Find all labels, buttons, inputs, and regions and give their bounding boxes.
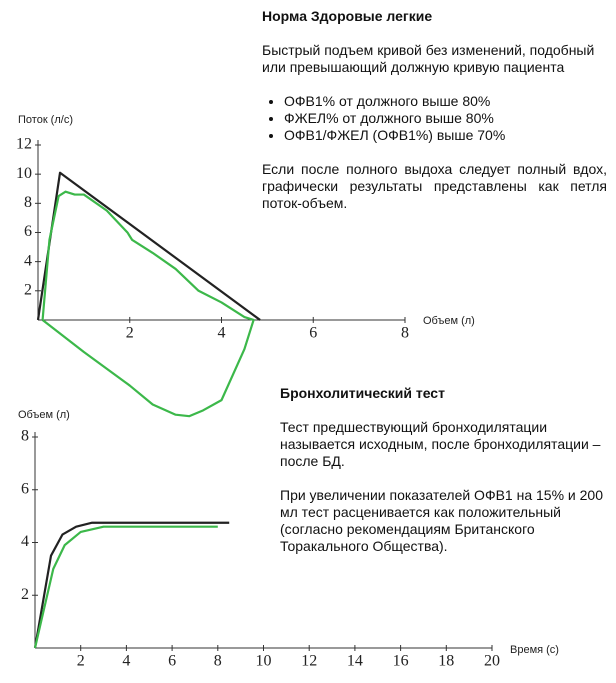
- heading: Бронхолитический тест: [280, 385, 445, 401]
- paragraph: Быстрый подъем кривой без изменений, под…: [262, 42, 595, 75]
- x-tick-label: 12: [301, 653, 317, 670]
- x-tick-label: 14: [347, 653, 363, 670]
- x-tick-label: 4: [122, 653, 130, 670]
- x-tick-label: 2: [126, 325, 134, 342]
- x-tick-label: 8: [214, 653, 222, 670]
- y-tick-label: 2: [24, 281, 32, 298]
- x-tick-label: 6: [168, 653, 176, 670]
- bullet: ОФВ1% от должного выше 80%: [284, 93, 607, 110]
- text-block: Бронхолитический тест Тест предшествующи…: [280, 385, 606, 572]
- paragraph: Тест предшествующий бронходилятации назы…: [280, 419, 601, 469]
- x-tick-label: 16: [393, 653, 409, 670]
- y-tick-label: 6: [21, 480, 29, 497]
- y-axis-label: Объем (л): [18, 409, 70, 421]
- text-block: Норма Здоровые легкие Быстрый подъем кри…: [262, 8, 607, 229]
- y-tick-label: 2: [21, 586, 29, 603]
- x-tick-label: 10: [256, 653, 272, 670]
- data-line: [33, 525, 218, 649]
- x-axis-label: Время (с): [510, 644, 559, 656]
- x-tick-label: 4: [218, 325, 226, 342]
- bullet-list: ОФВ1% от должного выше 80% ФЖЕЛ% от долж…: [262, 93, 607, 144]
- paragraph: При увеличении показателей ОФВ1 на 15% и…: [280, 487, 603, 554]
- x-tick-label: 6: [309, 325, 317, 342]
- heading: Норма Здоровые легкие: [262, 8, 433, 24]
- y-tick-label: 8: [21, 428, 29, 445]
- y-tick-label: 10: [16, 165, 32, 182]
- data-line: [41, 190, 255, 418]
- y-tick-label: 12: [16, 136, 32, 153]
- y-tick-label: 6: [24, 223, 32, 240]
- data-line: [36, 171, 261, 321]
- x-tick-label: 8: [401, 325, 409, 342]
- data-line: [33, 521, 230, 649]
- x-axis-label: Объем (л): [423, 315, 475, 327]
- y-tick-label: 4: [24, 252, 32, 269]
- bullet: ФЖЕЛ% от должного выше 80%: [284, 110, 607, 127]
- paragraph: Если после полного выдоха следует полный…: [262, 161, 607, 211]
- x-tick-label: 2: [77, 653, 85, 670]
- x-tick-label: 18: [438, 653, 454, 670]
- y-tick-label: 4: [21, 533, 29, 550]
- x-tick-label: 20: [484, 653, 500, 670]
- y-tick-label: 8: [24, 194, 32, 211]
- bullet: ОФВ1/ФЖЕЛ (ОФВ1%) выше 70%: [284, 127, 607, 144]
- y-axis-label: Поток (л/с): [18, 114, 73, 126]
